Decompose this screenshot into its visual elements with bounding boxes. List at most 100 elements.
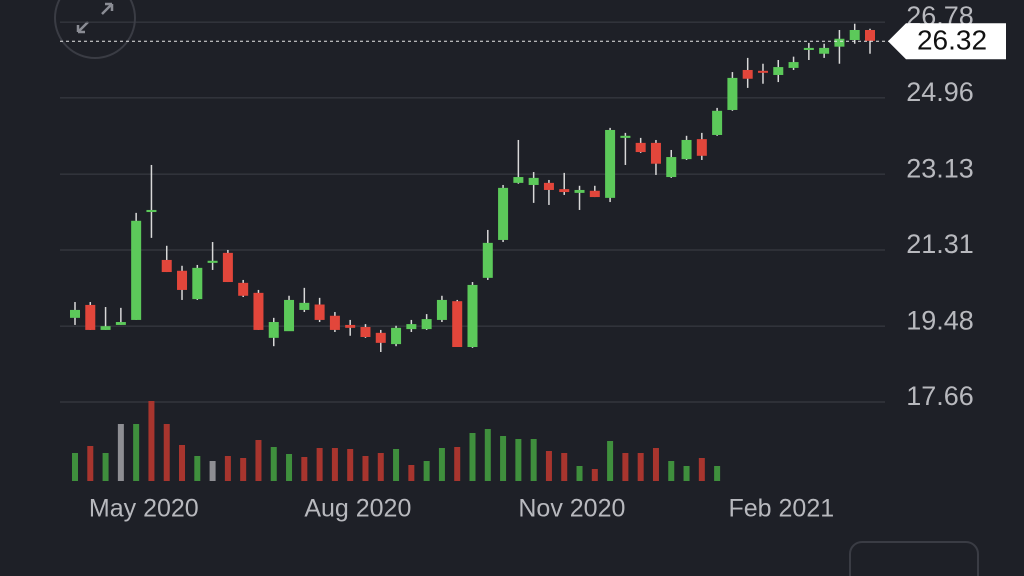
range-button[interactable]	[849, 541, 979, 576]
candle-body	[712, 110, 723, 135]
volume-bar	[454, 447, 461, 481]
candle-body	[727, 77, 738, 110]
x-tick-label: Feb 2021	[729, 495, 835, 523]
volume-bar	[545, 451, 552, 481]
expand-circle	[54, 0, 136, 59]
candle-body	[773, 67, 784, 75]
x-tick-label: May 2020	[89, 495, 199, 523]
candle-body	[696, 139, 707, 156]
volume-bar	[469, 433, 476, 481]
candle-body	[131, 220, 142, 320]
candle-body	[192, 267, 203, 300]
candle-body	[161, 259, 172, 273]
candle-body	[467, 284, 478, 348]
volume-bar	[438, 448, 445, 481]
volume-bar	[515, 439, 522, 481]
candle-body	[620, 135, 631, 138]
candle-body	[498, 187, 509, 240]
candle-body	[360, 327, 371, 338]
volume-bar	[117, 424, 124, 481]
x-tick-label: Nov 2020	[518, 495, 625, 523]
candle-body	[146, 209, 157, 213]
candle-body	[222, 252, 233, 283]
volume-bar	[500, 436, 507, 481]
volume-bar	[561, 453, 568, 481]
candle-body	[421, 319, 432, 330]
candle-body	[788, 62, 799, 68]
candle-body	[391, 327, 402, 345]
volume-bar	[408, 465, 415, 481]
candle-body	[177, 270, 188, 290]
candle-body	[666, 157, 677, 178]
candle-body	[452, 301, 463, 348]
volume-bar	[179, 445, 186, 481]
candle-body	[650, 142, 661, 164]
volume-bar	[301, 457, 308, 481]
candle-body	[100, 326, 111, 330]
candle-body	[207, 260, 218, 263]
candle-body	[528, 177, 539, 185]
volume-bar	[255, 440, 262, 481]
volume-bar	[622, 453, 629, 481]
candle-body	[681, 139, 692, 160]
volume-bar	[316, 448, 323, 481]
candle-body	[574, 189, 585, 193]
candle-body	[238, 282, 249, 296]
x-tick-label: Aug 2020	[304, 495, 411, 523]
candle-body	[345, 324, 356, 328]
candle-body	[803, 47, 814, 50]
candle-body	[436, 299, 447, 320]
candle-body	[299, 302, 310, 310]
candle-body	[819, 47, 830, 54]
volume-bar	[209, 461, 216, 481]
candle-body	[85, 304, 96, 330]
candle-body	[543, 182, 554, 190]
volume-bar	[607, 441, 614, 481]
volume-bar	[668, 461, 675, 481]
candle-body	[589, 190, 600, 198]
volume-bar	[530, 439, 537, 481]
volume-bar	[331, 448, 338, 481]
candle-body	[865, 29, 875, 41]
volume-bar	[377, 453, 384, 481]
candle-body	[329, 315, 340, 330]
candle-body	[757, 70, 768, 73]
volume-bar	[102, 453, 109, 481]
candle-body	[375, 332, 386, 343]
volume-bar	[286, 454, 293, 481]
volume-bar	[591, 469, 598, 481]
candle-body	[834, 38, 845, 47]
volume-bar	[133, 424, 140, 481]
volume-bar	[347, 449, 354, 481]
volume-bar	[224, 456, 231, 481]
candle-body	[559, 189, 570, 193]
volume-bar	[484, 429, 491, 481]
volume-bar	[652, 448, 659, 481]
volume-bar	[362, 456, 369, 481]
y-tick-label: 19.48	[906, 305, 974, 335]
candle-body	[742, 69, 753, 79]
candle-body	[70, 309, 80, 318]
expand-button[interactable]	[54, 0, 136, 59]
volume-bar	[194, 456, 201, 481]
last-price-tag	[888, 23, 1006, 60]
candle-body	[268, 322, 279, 338]
candle-body	[482, 242, 493, 278]
candle-body	[115, 322, 126, 325]
volume-bar	[683, 466, 690, 481]
candle-body	[849, 29, 860, 40]
volume-bar	[637, 453, 644, 481]
volume-bar	[163, 424, 170, 481]
volume-bar	[576, 466, 583, 481]
volume-bar	[72, 453, 78, 481]
y-tick-label: 17.66	[906, 381, 974, 411]
volume-bar	[87, 446, 94, 481]
volume-bar	[698, 458, 705, 481]
expand-icon	[76, 2, 114, 34]
y-tick-label: 23.13	[906, 153, 974, 183]
candle-body	[605, 129, 616, 198]
y-tick-label: 21.31	[906, 229, 974, 259]
candle-body	[284, 299, 295, 332]
